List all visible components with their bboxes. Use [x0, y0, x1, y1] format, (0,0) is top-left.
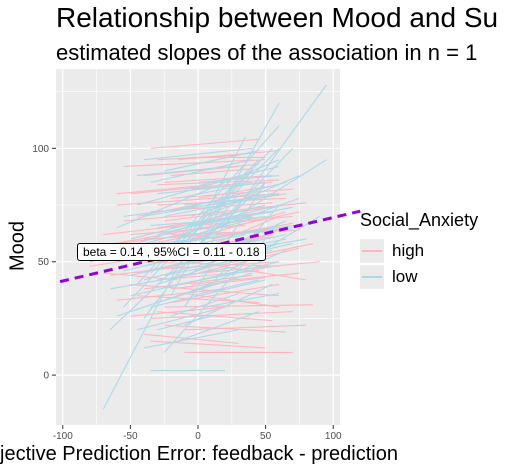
- y-axis-label: Mood: [6, 220, 29, 272]
- slope-line-high: [150, 311, 293, 319]
- legend: Social_Anxiety high low: [360, 210, 478, 291]
- slope-line-high: [157, 211, 266, 229]
- slope-line-low: [150, 279, 266, 308]
- slope-line-high: [197, 184, 280, 199]
- slope-line-low: [137, 306, 226, 331]
- slope-line-low: [191, 279, 259, 297]
- slope-line-high: [164, 206, 273, 222]
- slope-line-high: [157, 311, 273, 322]
- slope-line-high: [164, 175, 273, 183]
- slope-line-low: [177, 311, 260, 342]
- x-tick-label: -100: [53, 431, 73, 442]
- slope-line-low: [184, 206, 293, 229]
- slope-line-high: [143, 274, 253, 290]
- slope-line-high: [137, 193, 253, 217]
- series-low: [89, 84, 327, 410]
- slope-line-low: [109, 265, 239, 290]
- slope-line-low: [184, 165, 280, 190]
- axis-layer: -100 -50 0 50 100 0 50 100: [32, 144, 342, 442]
- slope-line-low: [164, 193, 280, 217]
- slope-line-low: [177, 184, 246, 199]
- slope-line-low: [150, 215, 273, 227]
- slope-line-high: [116, 288, 226, 301]
- chart-title: Relationship between Mood and Su: [56, 2, 499, 33]
- slope-line-high: [150, 340, 266, 349]
- slope-line-low: [204, 292, 280, 308]
- x-axis-label: jective Prediction Error: feedback - pre…: [0, 443, 398, 465]
- slope-line-high: [184, 324, 307, 331]
- legend-item-high: high: [360, 239, 478, 263]
- slope-line-low: [164, 150, 259, 172]
- legend-label-high: high: [392, 241, 425, 260]
- slope-line-low: [197, 197, 300, 236]
- slope-line-low: [197, 249, 287, 290]
- y-tick-label: 0: [43, 371, 49, 382]
- slope-line-high: [116, 233, 192, 245]
- slope-line-high: [177, 150, 280, 161]
- slope-line-low: [143, 329, 239, 349]
- beta-annotation: beta = 0.14 , 95%CI = 0.11 - 0.18: [77, 243, 266, 261]
- legend-key-high: [360, 239, 384, 263]
- slope-line-low: [143, 147, 253, 161]
- legend-item-low: low: [360, 265, 478, 289]
- slope-line-high: [150, 138, 259, 149]
- y-tick-label: 50: [38, 257, 50, 268]
- legend-label-low: low: [392, 267, 418, 286]
- slope-line-high: [123, 211, 226, 222]
- slope-line-high: [143, 165, 239, 177]
- slope-line-low: [123, 202, 226, 217]
- x-tick-label: -50: [123, 431, 138, 442]
- slope-line-high: [130, 224, 246, 236]
- x-tick-label: 0: [195, 431, 201, 442]
- slope-line-low: [123, 170, 253, 308]
- slope-line-low: [170, 292, 239, 317]
- slope-line-low: [204, 147, 294, 240]
- slope-line-high: [123, 159, 266, 168]
- chart-subtitle: estimated slopes of the association in n…: [56, 40, 478, 65]
- slope-line-high: [164, 304, 313, 308]
- slope-line-low: [191, 193, 260, 217]
- slope-line-low: [184, 283, 273, 326]
- slope-line-high: [103, 224, 185, 236]
- x-tick-label: 100: [325, 431, 342, 442]
- slope-line-low: [177, 147, 280, 251]
- slope-line-low: [197, 84, 327, 263]
- legend-key-low: [360, 265, 384, 289]
- slope-line-low: [157, 315, 212, 331]
- slope-line-low: [116, 283, 212, 317]
- slope-line-low: [197, 175, 280, 183]
- y-tick-label: 100: [32, 144, 49, 155]
- legend-title: Social_Anxiety: [360, 210, 479, 230]
- slope-line-low: [177, 265, 273, 285]
- slope-line-low: [157, 227, 293, 245]
- slope-line-high: [191, 272, 300, 285]
- slope-line-high: [170, 261, 280, 270]
- slope-line-low: [150, 159, 253, 183]
- slope-line-low: [137, 165, 232, 177]
- slope-line-high: [110, 265, 185, 276]
- x-tick-label: 50: [260, 431, 272, 442]
